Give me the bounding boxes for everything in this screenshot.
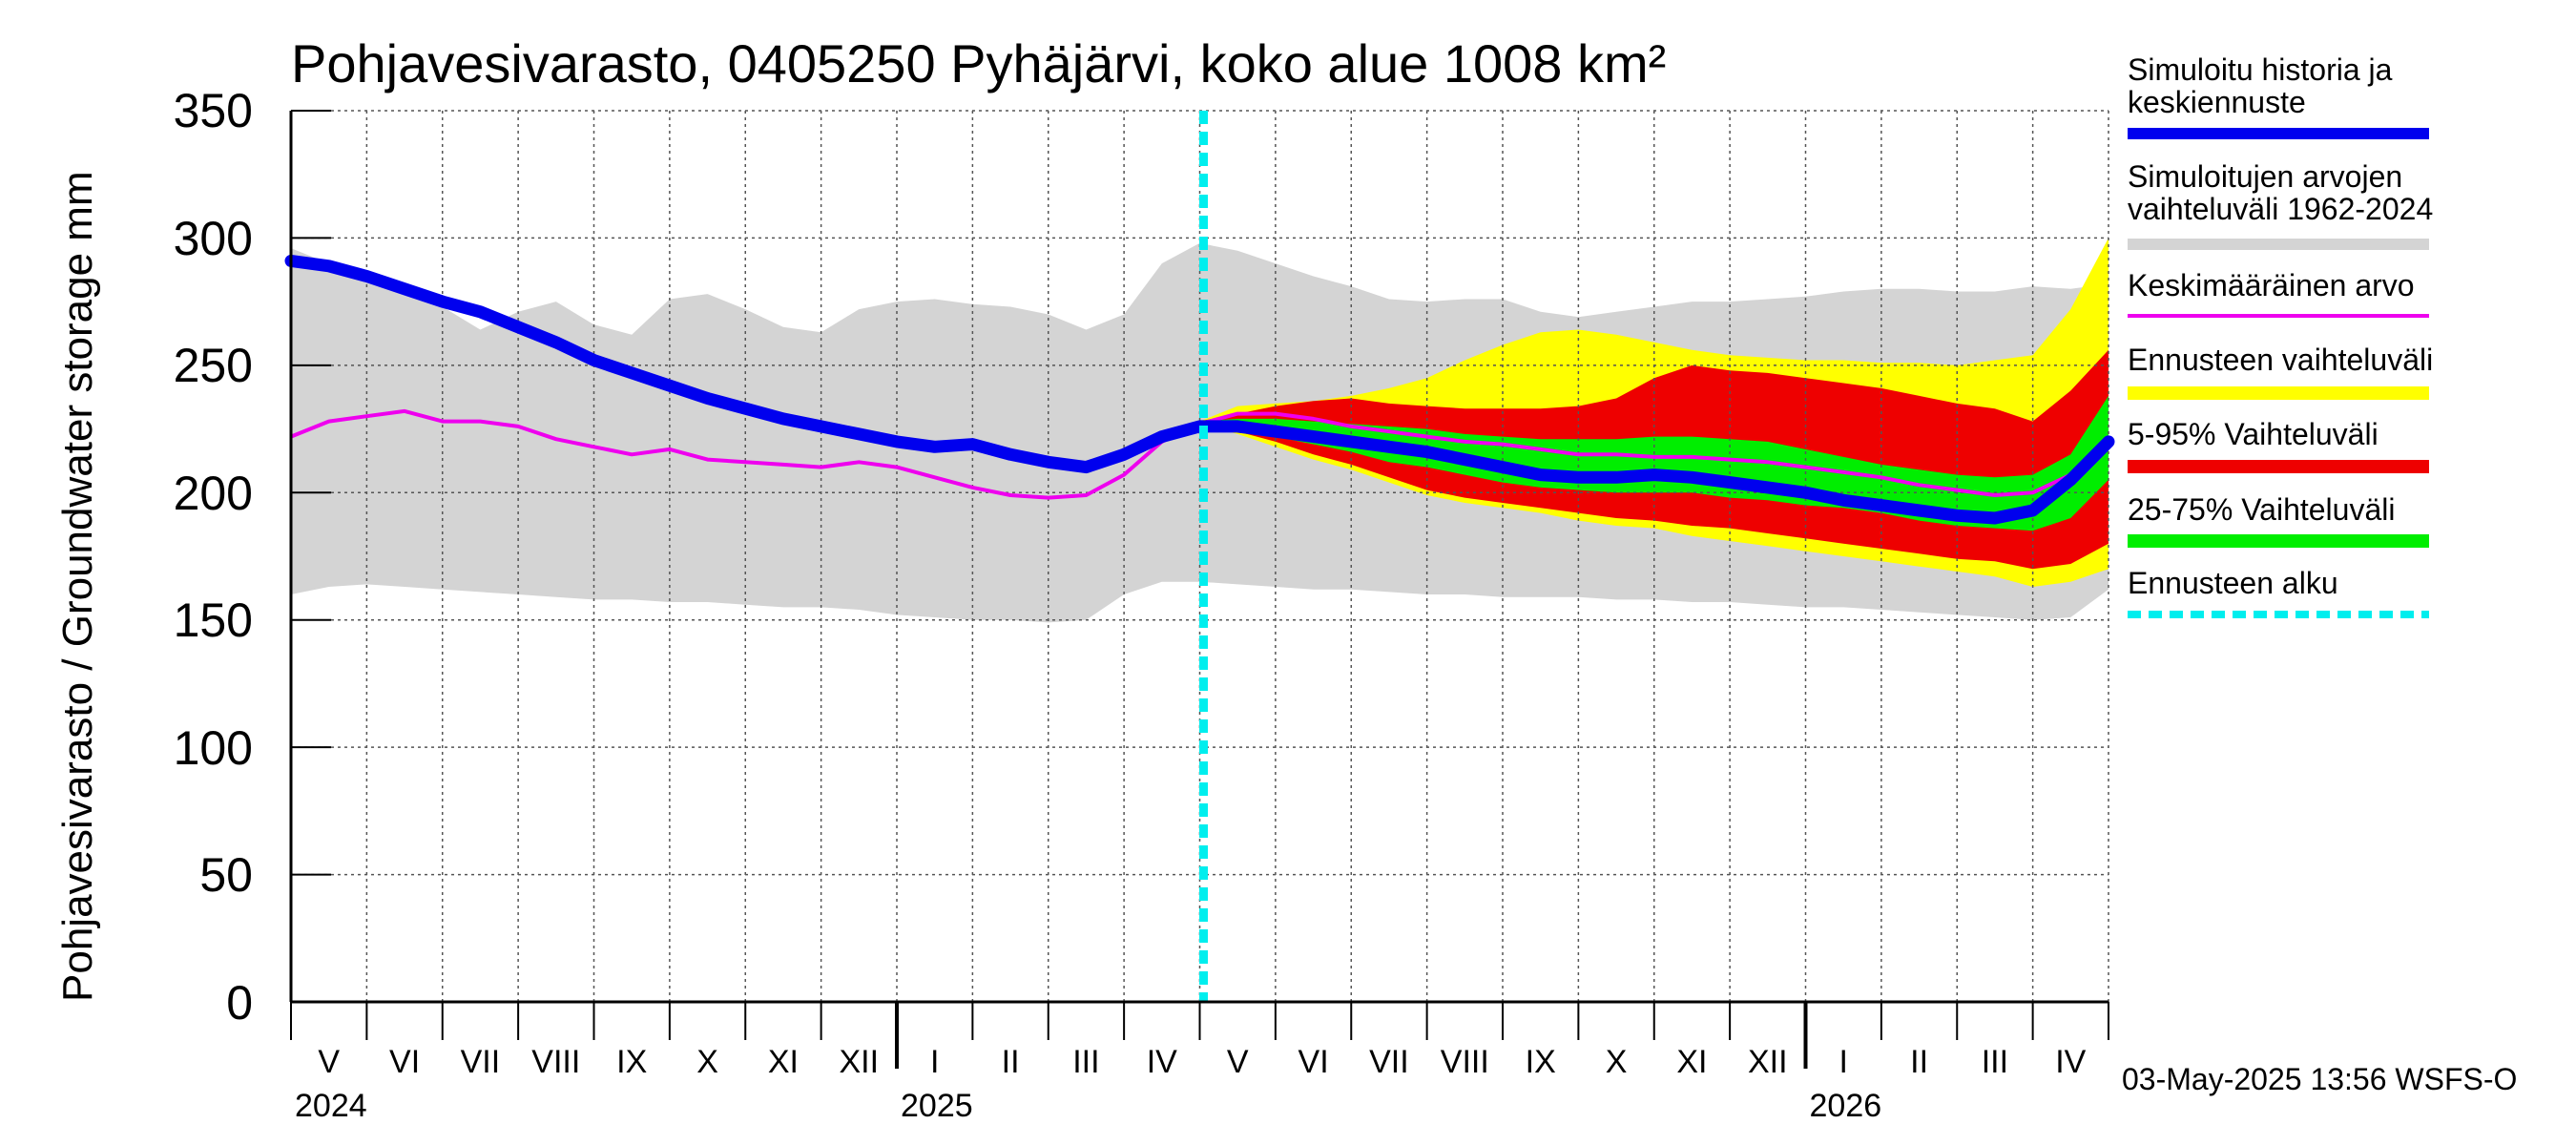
legend-label-forecast-range: Ennusteen vaihteluväli <box>2128 343 2433 377</box>
month-label: VII <box>1369 1044 1409 1080</box>
y-axis-label: Pohjavesivarasto / Groundwater storage m… <box>54 171 101 1002</box>
month-label: VIII <box>1441 1044 1489 1080</box>
month-label: II <box>1910 1044 1928 1080</box>
band-25-75-range <box>1199 395 2109 531</box>
legend-label-25-75: 25-75% Vaihteluväli <box>2128 492 2395 527</box>
legend-label-forecast-start: Ennusteen alku <box>2128 566 2338 600</box>
chart-title: Pohjavesivarasto, 0405250 Pyhäjärvi, kok… <box>291 33 1666 94</box>
year-label: 2025 <box>901 1088 973 1124</box>
timestamp: 03-May-2025 13:56 WSFS-O <box>2122 1062 2517 1096</box>
legend: Simuloitu historia ja keskiennuste Simulo… <box>2128 52 2433 618</box>
legend-label-history: Simuloitu historia ja keskiennuste <box>2128 52 2393 119</box>
legend-swatch-5-95 <box>2128 460 2429 473</box>
month-label: III <box>1982 1044 2008 1080</box>
legend-swatch-mean <box>2128 314 2429 318</box>
legend-swatch-forecast-range <box>2128 386 2429 400</box>
month-label: VI <box>1298 1044 1329 1080</box>
month-label: IV <box>2055 1044 2086 1080</box>
legend-label-5-95: 5-95% Vaihteluväli <box>2128 417 2379 451</box>
month-label: VI <box>389 1044 420 1080</box>
month-label: VIII <box>531 1044 580 1080</box>
lines-layer <box>284 111 2115 1002</box>
y-tick-label: 100 <box>174 721 253 775</box>
month-label: IV <box>1147 1044 1177 1080</box>
y-tick-labels: 0 50 100 150 200 250 300 350 <box>174 84 253 1030</box>
y-tick-label: 150 <box>174 593 253 647</box>
month-label: X <box>696 1044 718 1080</box>
y-tick-label: 0 <box>226 976 253 1030</box>
month-label: IX <box>616 1044 647 1080</box>
legend-swatch-history <box>2128 128 2429 139</box>
x-axis-labels: V VI VII VIII IX X XI XII I II III IV V VI VII VIII IX X X… <box>290 1002 2109 1124</box>
legend-swatch-25-75 <box>2128 534 2429 548</box>
month-label: XI <box>1676 1044 1707 1080</box>
month-label: XII <box>1748 1044 1788 1080</box>
month-label: XII <box>840 1044 880 1080</box>
month-label: VII <box>461 1044 501 1080</box>
month-label: V <box>318 1044 340 1080</box>
legend-label-mean: Keskimääräinen arvo <box>2128 268 2415 302</box>
y-tick-label: 250 <box>174 339 253 392</box>
legend-swatch-range <box>2128 239 2429 250</box>
y-tick-label: 300 <box>174 212 253 265</box>
year-label: 2024 <box>295 1088 367 1124</box>
y-tick-label: 200 <box>174 467 253 520</box>
month-label: XI <box>768 1044 799 1080</box>
month-label: I <box>1839 1044 1847 1080</box>
y-tick-label: 350 <box>174 84 253 137</box>
y-tick-label: 50 <box>199 848 253 902</box>
month-label: III <box>1072 1044 1099 1080</box>
month-label: IX <box>1526 1044 1556 1080</box>
legend-label-range: Simuloitujen arvojen vaihteluväli 1962-20… <box>2128 159 2433 226</box>
month-label: V <box>1227 1044 1249 1080</box>
month-label: X <box>1606 1044 1628 1080</box>
year-label: 2026 <box>1810 1088 1882 1124</box>
month-label: II <box>1002 1044 1020 1080</box>
month-label: I <box>930 1044 939 1080</box>
